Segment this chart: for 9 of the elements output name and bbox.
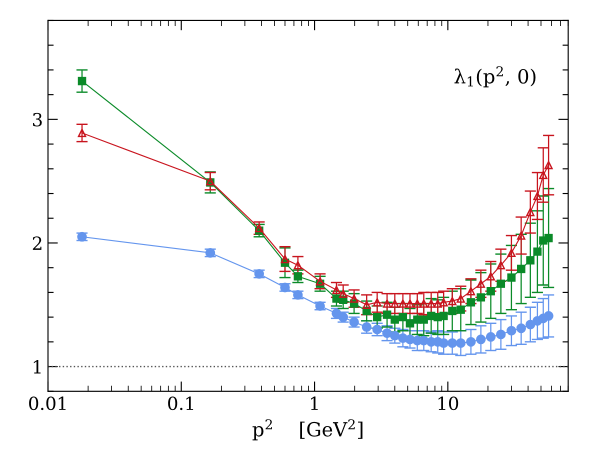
x-tick-label: 10 bbox=[438, 396, 458, 410]
text: p$^{2}$ [GeV$^{2}$] bbox=[252, 419, 362, 440]
y-tick-label: 1 bbox=[34, 360, 41, 374]
annotation: λ$_{1}$(p$^{2}$, 0) bbox=[454, 66, 536, 88]
y-tick-label: 2 bbox=[32, 236, 42, 250]
x-tick-label: 0.01 bbox=[29, 396, 66, 410]
y-tick-label: 3 bbox=[33, 112, 42, 126]
x-tick-label: 0.1 bbox=[168, 396, 194, 410]
x-tick-label: 1 bbox=[311, 396, 318, 410]
